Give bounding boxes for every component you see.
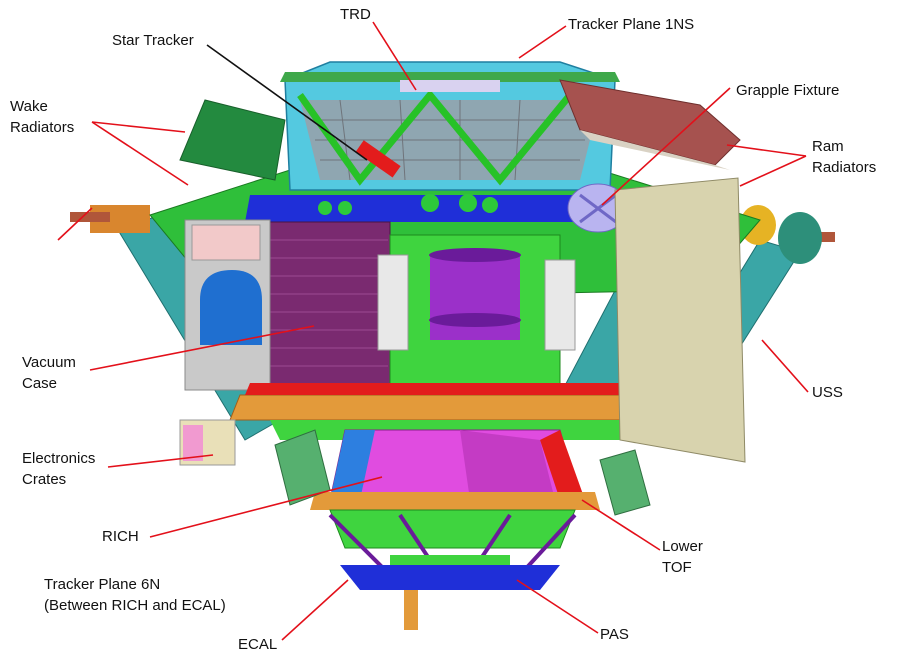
lower-tof [310, 492, 600, 510]
trd-top-cover [400, 80, 500, 92]
crate-window [200, 270, 262, 345]
leader-ecal [281, 579, 349, 641]
right-crate-box [599, 449, 651, 516]
label-tracker-plane-1ns: Tracker Plane 1NS [568, 16, 695, 33]
leader-grapple-fixture [601, 87, 731, 206]
label-pas: PAS [600, 626, 629, 643]
leader-wake-radiators-3 [57, 207, 93, 241]
label-grapple-fixture: Grapple Fixture [736, 82, 840, 99]
leader-electronics-crates [107, 454, 214, 468]
leader-pas [516, 579, 599, 634]
star-tracker [355, 140, 401, 178]
label-tracker-plane-6n: Tracker Plane 6N (Between RICH and ECAL) [44, 576, 226, 614]
leader-ram-radiators-2 [739, 155, 807, 187]
label-vacuum-case: Vacuum Case [22, 354, 76, 392]
label-electronics-crates: Electronics Crates [22, 450, 96, 488]
ram-radiator [559, 79, 741, 166]
leader-wake-radiators-1 [91, 121, 186, 133]
left-trunnion [70, 212, 110, 222]
label-uss: USS [812, 384, 843, 401]
label-ecal: ECAL [238, 636, 278, 653]
label-star-tracker: Star Tracker [112, 32, 194, 49]
label-lower-tof: Lower TOF [662, 538, 703, 576]
leader-ram-radiators-1 [726, 144, 807, 157]
label-trd: TRD [340, 6, 371, 23]
label-ram-radiators: Ram Radiators [812, 138, 877, 176]
leader-vacuum-case [89, 325, 315, 371]
wake-radiator [179, 99, 286, 181]
label-wake-radiators: Wake Radiators [10, 98, 75, 136]
ecal-base [340, 565, 560, 590]
ram-side-panel [614, 177, 746, 463]
leader-lower-tof [581, 499, 661, 551]
leader-rich [149, 476, 383, 538]
label-rich: RICH [102, 528, 139, 545]
leader-wake-radiators-2 [91, 121, 189, 186]
leader-trd [372, 21, 417, 91]
mounting-post [404, 578, 418, 630]
leader-tracker-plane-1ns [518, 25, 567, 59]
leader-uss [761, 339, 809, 393]
leader-star-tracker [206, 44, 368, 161]
